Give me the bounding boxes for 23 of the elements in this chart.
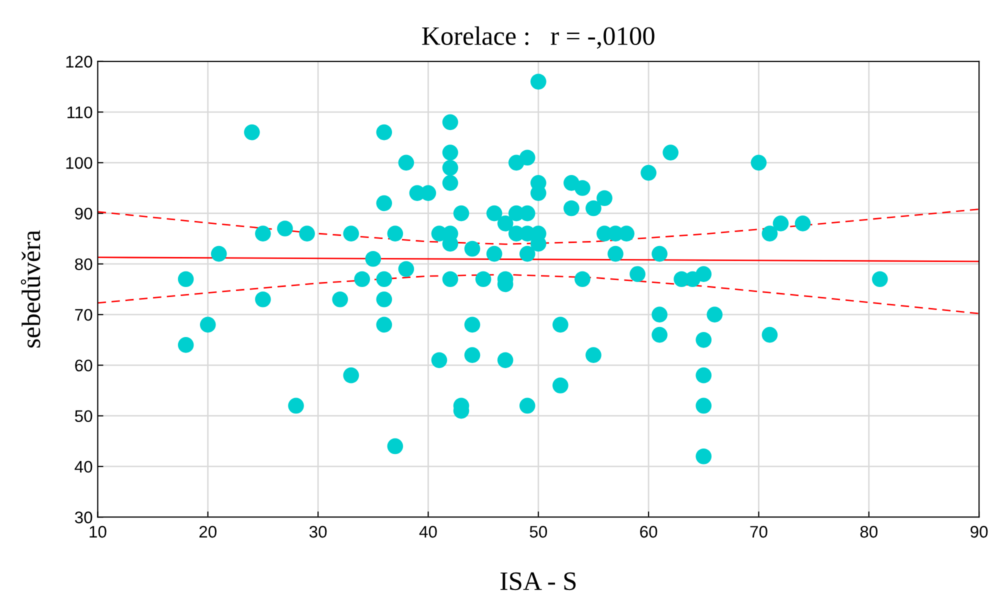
x-tick-label: 20 — [199, 526, 216, 538]
y-tick-label: 40 — [74, 460, 92, 473]
x-tick-label: 50 — [530, 526, 547, 538]
y-tick-label: 30 — [74, 512, 92, 524]
x-tick-label: 80 — [860, 526, 878, 538]
y-tick-label: 50 — [74, 410, 92, 422]
y-tick-label: 70 — [75, 308, 92, 321]
line-series — [98, 208, 980, 245]
x-tick-label: 40 — [419, 526, 437, 538]
y-axis-title: sebedůvěra — [20, 230, 40, 348]
x-axis-title: ISA - S — [500, 572, 576, 590]
y-tick-label: 110 — [68, 106, 92, 118]
y-tick-label: 120 — [66, 56, 92, 68]
y-tick-label: 90 — [75, 208, 92, 220]
x-tick-label: 70 — [750, 526, 768, 538]
y-tick-label: 100 — [66, 157, 92, 169]
y-tick-label: 80 — [75, 258, 92, 270]
chart-title: Korelace : r = -,0100 — [422, 26, 654, 49]
x-tick-label: 60 — [640, 526, 658, 538]
x-tick-label: 30 — [309, 526, 327, 538]
x-tick-label: 90 — [970, 526, 988, 538]
y-tick-label: 60 — [75, 360, 92, 372]
x-tick-label: 10 — [90, 526, 106, 538]
